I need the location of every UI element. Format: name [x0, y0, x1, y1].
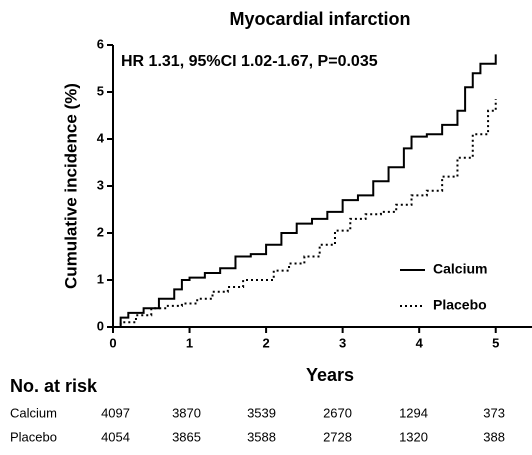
y-tick-label: 2 [97, 224, 104, 239]
series-line [113, 54, 497, 328]
risk-count: 3539 [247, 405, 276, 420]
legend-label: Calcium [433, 261, 487, 277]
x-tick-label: 4 [416, 335, 424, 350]
risk-count: 4054 [101, 429, 130, 444]
x-tick-label: 0 [109, 335, 116, 350]
risk-count: 2670 [323, 405, 352, 420]
x-tick-label: 5 [492, 335, 499, 350]
risk-count: 3865 [172, 429, 201, 444]
y-tick-label: 3 [97, 177, 104, 192]
risk-count: 388 [483, 429, 505, 444]
y-tick-label: 0 [97, 318, 104, 333]
risk-table-title: No. at risk [10, 376, 98, 396]
annotation: HR 1.31, 95%CI 1.02-1.67, P=0.035 [121, 53, 378, 70]
legend-label: Placebo [433, 297, 487, 313]
risk-count: 3870 [172, 405, 201, 420]
chart-title: Myocardial infarction [229, 9, 410, 29]
series-line [113, 99, 497, 328]
risk-row-name: Calcium [10, 405, 57, 420]
x-axis-label: Years [306, 365, 354, 385]
risk-count: 1320 [399, 429, 428, 444]
y-tick-label: 5 [97, 83, 104, 98]
y-tick-label: 1 [97, 271, 104, 286]
risk-count: 4097 [101, 405, 130, 420]
risk-count: 2728 [323, 429, 352, 444]
risk-count: 3588 [247, 429, 276, 444]
risk-count: 1294 [399, 405, 428, 420]
x-tick-label: 2 [262, 335, 269, 350]
risk-row-name: Placebo [10, 429, 57, 444]
x-tick-label: 1 [186, 335, 193, 350]
y-axis-label: Cumulative incidence (%) [61, 83, 80, 289]
y-tick-label: 6 [97, 36, 104, 51]
y-tick-label: 4 [97, 130, 105, 145]
risk-count: 373 [483, 405, 505, 420]
x-tick-label: 3 [339, 335, 346, 350]
